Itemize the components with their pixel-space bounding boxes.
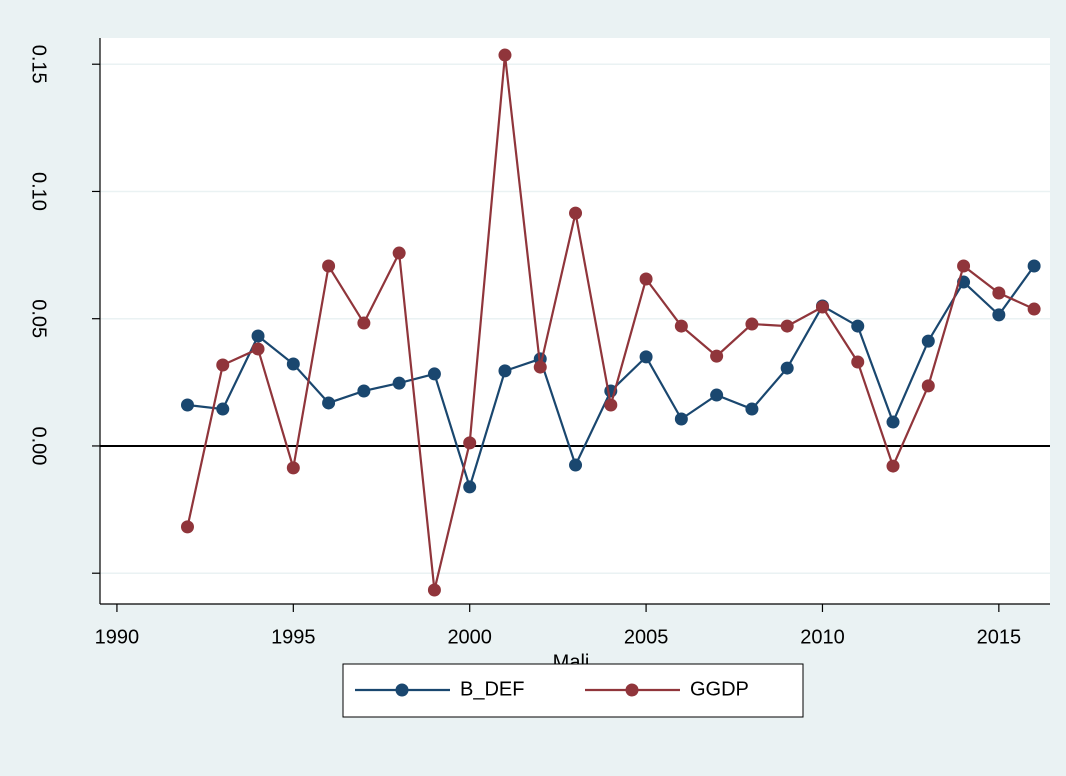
data-point xyxy=(392,376,406,390)
x-tick-label: 2005 xyxy=(624,626,669,648)
data-point xyxy=(992,308,1006,322)
data-point xyxy=(533,360,547,374)
data-point xyxy=(463,436,477,450)
data-point xyxy=(851,355,865,369)
data-point xyxy=(1027,259,1041,273)
y-tick-label: 0.00 xyxy=(28,426,50,465)
data-point xyxy=(180,398,194,412)
x-tick-label: 2010 xyxy=(800,626,845,648)
plot-area xyxy=(100,38,1050,604)
data-point xyxy=(921,334,935,348)
data-point xyxy=(639,350,653,364)
data-point xyxy=(674,319,688,333)
data-point xyxy=(216,402,230,416)
data-point xyxy=(569,206,583,220)
data-point xyxy=(710,388,724,402)
y-tick-label: 0.05 xyxy=(28,299,50,338)
data-point xyxy=(815,300,829,314)
x-tick-label: 2000 xyxy=(447,626,492,648)
data-point xyxy=(921,379,935,393)
data-point xyxy=(286,461,300,475)
data-point xyxy=(992,286,1006,300)
data-point xyxy=(780,319,794,333)
data-point xyxy=(639,272,653,286)
data-point xyxy=(216,358,230,372)
data-point xyxy=(251,342,265,356)
data-point xyxy=(498,364,512,378)
data-point xyxy=(674,412,688,426)
data-point xyxy=(357,384,371,398)
x-tick-label: 1990 xyxy=(95,626,140,648)
x-tick-label: 2015 xyxy=(977,626,1022,648)
legend-label: B_DEF xyxy=(460,678,524,700)
data-point xyxy=(427,367,441,381)
data-point xyxy=(604,398,618,412)
data-point xyxy=(463,480,477,494)
data-point xyxy=(180,520,194,534)
data-point xyxy=(886,415,900,429)
y-tick-label: 0.15 xyxy=(28,45,50,84)
data-point xyxy=(780,361,794,375)
legend-label: GGDP xyxy=(690,678,749,700)
data-point xyxy=(851,319,865,333)
data-point xyxy=(392,246,406,260)
legend-marker xyxy=(395,683,409,697)
data-point xyxy=(569,458,583,472)
data-point xyxy=(498,48,512,62)
data-point xyxy=(357,316,371,330)
data-point xyxy=(957,259,971,273)
data-point xyxy=(322,396,336,410)
data-point xyxy=(322,259,336,273)
data-point xyxy=(286,357,300,371)
data-point xyxy=(710,349,724,363)
legend-marker xyxy=(625,683,639,697)
data-point xyxy=(1027,302,1041,316)
x-tick-label: 1995 xyxy=(271,626,316,648)
data-point xyxy=(745,402,759,416)
data-point xyxy=(251,329,265,343)
data-point xyxy=(427,583,441,597)
y-tick-label: 0.10 xyxy=(28,172,50,211)
data-point xyxy=(745,317,759,331)
data-point xyxy=(886,459,900,473)
